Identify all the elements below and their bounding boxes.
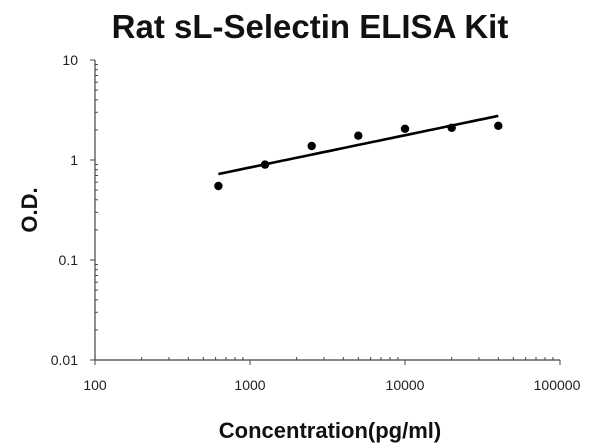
- y-axis-ticks: [90, 59, 98, 361]
- data-point: [214, 181, 223, 191]
- data-points: [214, 121, 503, 191]
- x-tick-label-100000: 100000: [534, 377, 581, 393]
- y-tick-label-1: 1: [70, 152, 78, 168]
- fit-curve: [218, 114, 499, 176]
- chart-title: Rat sL-Selectin ELISA Kit: [112, 8, 509, 45]
- x-tick-label-10000: 10000: [386, 377, 425, 393]
- data-point: [400, 124, 410, 133]
- data-point: [494, 121, 503, 130]
- y-tick-label-0.1: 0.1: [59, 252, 79, 268]
- x-axis-ticks: [94, 357, 561, 365]
- y-tick-label-10: 10: [62, 52, 78, 68]
- y-tick-label-0.01: 0.01: [51, 352, 78, 368]
- y-axis-label: O.D.: [17, 187, 42, 232]
- x-tick-label-1000: 1000: [234, 377, 265, 393]
- x-axis-label: Concentration(pg/ml): [219, 418, 441, 443]
- data-point: [307, 141, 316, 151]
- data-point: [260, 160, 270, 169]
- x-tick-label-100: 100: [83, 377, 107, 393]
- data-point: [354, 131, 363, 140]
- data-point: [447, 123, 456, 132]
